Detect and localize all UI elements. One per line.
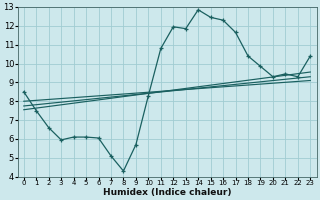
X-axis label: Humidex (Indice chaleur): Humidex (Indice chaleur) xyxy=(103,188,231,197)
